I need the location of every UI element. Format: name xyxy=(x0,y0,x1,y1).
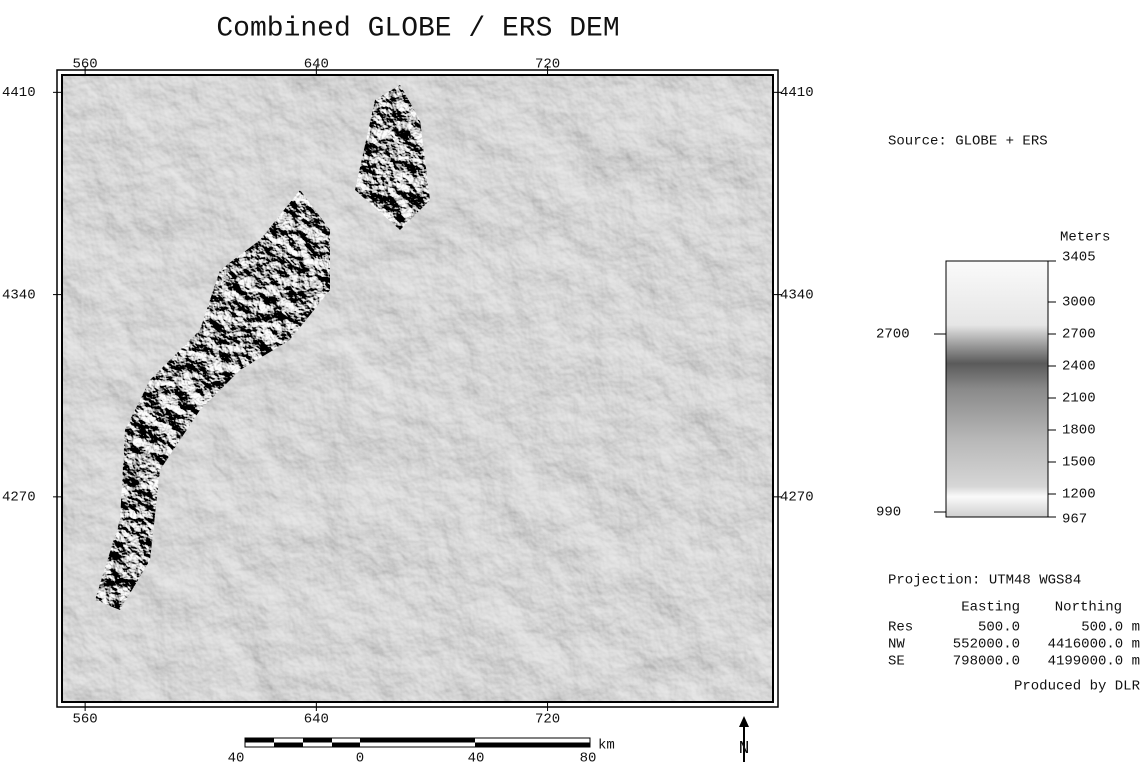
table-cell: NW xyxy=(888,637,905,653)
legend-tick-label: 1800 xyxy=(1062,423,1096,439)
legend-tick-label: 2700 xyxy=(1062,327,1096,343)
table-cell: SE xyxy=(888,654,905,670)
y-tick-label: 4410 xyxy=(780,85,814,101)
y-tick-label: 4340 xyxy=(780,287,814,303)
legend-tick-label: 3000 xyxy=(1062,295,1096,311)
table-cell: Res xyxy=(888,620,913,636)
projection: Projection: UTM48 WGS84 xyxy=(888,573,1081,589)
legend-tick-label: 2400 xyxy=(1062,359,1096,375)
figure: Combined GLOBE / ERS DEM Source: GLOBE +… xyxy=(0,0,1144,765)
hillshade xyxy=(62,75,773,702)
x-tick-label: 720 xyxy=(535,712,560,728)
legend-tick-label: 1200 xyxy=(1062,487,1096,503)
table-cell: 500.0 m xyxy=(1081,620,1140,636)
table-cell: 4199000.0 m xyxy=(1048,654,1140,670)
table-cell: 798000.0 xyxy=(953,654,1020,670)
table-cell: 500.0 xyxy=(978,620,1020,636)
legend-unit: Meters xyxy=(1060,230,1110,246)
scale-label: 40 xyxy=(228,751,245,765)
table-cell: 4416000.0 m xyxy=(1048,637,1140,653)
table-cell: 552000.0 xyxy=(953,637,1020,653)
x-tick-label: 640 xyxy=(304,712,329,728)
legend-min: 967 xyxy=(1062,512,1087,528)
page: Combined GLOBE / ERS DEM Source: GLOBE +… xyxy=(0,0,1144,765)
scale-label: 40 xyxy=(468,751,485,765)
title: Combined GLOBE / ERS DEM xyxy=(216,13,619,44)
scale-unit: km xyxy=(598,738,615,754)
legend-max: 3405 xyxy=(1062,250,1096,266)
legend-tick-label: 2100 xyxy=(1062,391,1096,407)
source: Source: GLOBE + ERS xyxy=(888,134,1048,150)
credit: Produced by DLR xyxy=(1014,679,1141,695)
legend-tick-label: 1500 xyxy=(1062,455,1096,471)
legend-marker: 2700 xyxy=(876,327,910,343)
y-tick-label: 4270 xyxy=(780,490,814,506)
scale-label: 80 xyxy=(580,751,597,765)
scale-label: 0 xyxy=(356,751,364,765)
legend-marker: 990 xyxy=(876,505,901,521)
x-tick-label: 560 xyxy=(73,712,98,728)
north-label: N xyxy=(739,739,750,759)
table-header: Northing xyxy=(1055,600,1122,616)
scale-bar xyxy=(245,738,590,747)
y-tick-label: 4270 xyxy=(2,490,36,506)
y-tick-label: 4340 xyxy=(2,287,36,303)
table-header: Easting xyxy=(961,600,1020,616)
color-bar xyxy=(946,261,1048,517)
y-tick-label: 4410 xyxy=(2,85,36,101)
